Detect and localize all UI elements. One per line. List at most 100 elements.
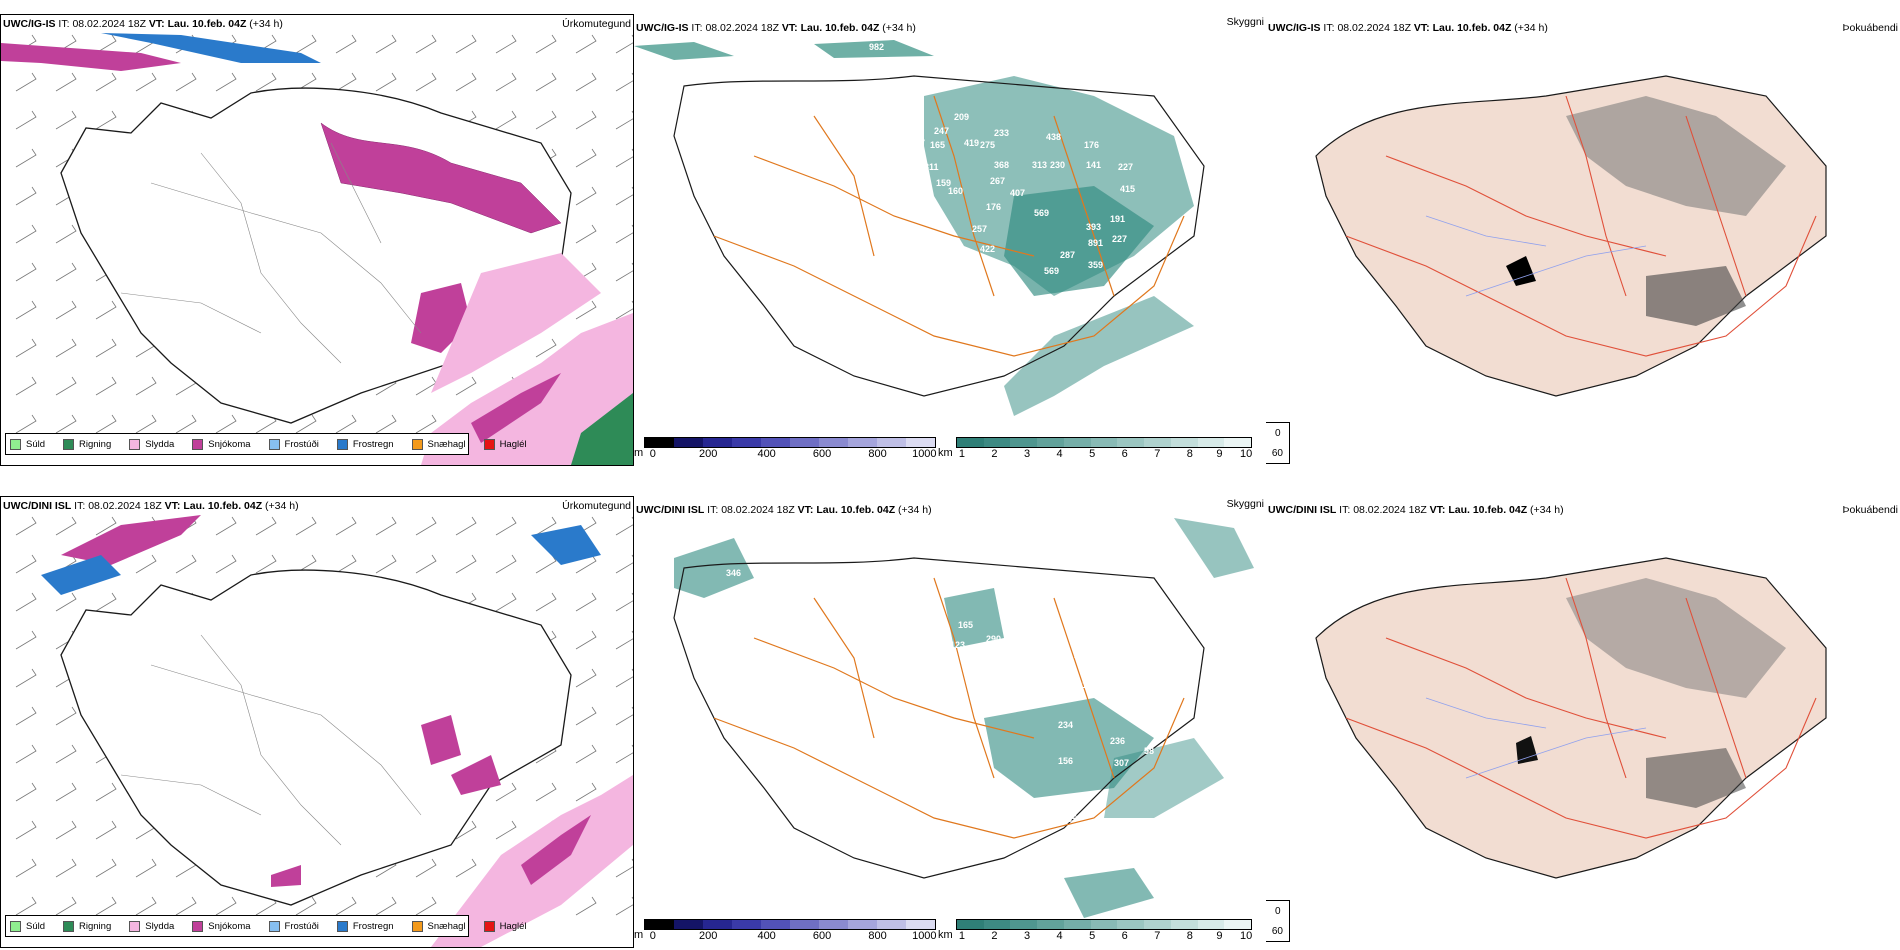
wind-barb [175,896,197,916]
wind-barb [55,338,77,358]
wind-barb [15,516,37,536]
wind-barb [335,34,357,54]
fog-index-panel-top: UWC/IG-IS IT: 08.02.2024 18Z VT: Lau. 10… [1266,14,1900,466]
legend-swatch [411,438,423,450]
wind-barb [135,554,157,574]
wind-barb [495,554,517,574]
wind-barb [615,554,633,574]
colorbar-km-ticks: 1 2 3 4 5 6 7 8 9 10 [958,930,1253,942]
wind-barb [615,224,633,244]
visibility-km-colorbar: 1 2 3 4 5 6 7 8 9 10 km [938,437,1252,462]
map-label: 58 [1144,746,1154,756]
wind-barb [335,896,357,916]
wind-barb [255,554,277,574]
map-label: 569 [1044,266,1059,276]
panel-header: UWC/IG-IS IT: 08.02.2024 18Z VT: Lau. 10… [3,18,631,30]
wind-barb [495,820,517,840]
wind-barb [575,72,597,92]
wind-barb [575,186,597,206]
wind-barb [15,630,37,650]
fog-index-panel-bottom: UWC/DINI ISL IT: 08.02.2024 18Z VT: Lau.… [1266,496,1900,948]
legend-item: Haglél [483,920,527,932]
colorbar-cell [761,438,790,447]
map-label: 236 [1110,736,1125,746]
legend-item: Slydda [129,920,174,932]
wind-barb [495,72,517,92]
wind-barb [535,516,557,536]
colorbar-cell [645,438,674,447]
wind-barb [375,72,397,92]
wind-barb [615,262,633,282]
wind-barb [55,224,77,244]
legend-item: Haglél [483,438,527,450]
colorbar-cell [1224,920,1252,929]
wind-barb [535,554,557,574]
colorbar-cell [761,920,790,929]
map-label: 120 [962,656,977,666]
legend-item: Rigning [63,920,111,932]
colorbar-cell [703,438,732,447]
fog-legend: 0 60 [1266,900,1290,942]
wind-barb [215,72,237,92]
wind-barb [55,516,77,536]
wind-barb [615,34,633,54]
wind-barb [255,516,277,536]
colorbar-cell [1144,920,1171,929]
wind-barb [335,554,357,574]
map-label: 438 [1046,132,1061,142]
colorbar-cell [674,920,703,929]
wind-barb [375,554,397,574]
colorbar-cell [1117,438,1145,447]
wind-barb [575,592,597,612]
wind-barb [295,34,317,54]
wind-barb [55,896,77,916]
wind-barb [615,110,633,130]
wind-barb [15,858,37,878]
panel-header: UWC/DINI ISL IT: 08.02.2024 18Z VT: Lau.… [3,500,631,512]
colorbar-cell [1037,920,1064,929]
wind-barb [455,516,477,536]
map-label: 393 [1086,222,1101,232]
legend-item: Súld [10,438,45,450]
visibility-map-bottom: 346 239 205 165 290 123 120 213 139 234 … [673,518,1254,918]
wind-barb [575,110,597,130]
colorbar-cell [1197,920,1225,929]
wind-barb [55,782,77,802]
wind-barb [615,630,633,650]
visibility-panel-bottom: UWC/DINI ISL IT: 08.02.2024 18Z VT: Lau.… [634,496,1266,948]
wind-barb [615,744,633,764]
wind-barb [215,554,237,574]
panel-header: UWC/DINI ISL IT: 08.02.2024 18Z VT: Lau.… [1268,504,1898,516]
panel-header: UWC/IG-IS IT: 08.02.2024 18Z VT: Lau. 10… [636,22,916,34]
map-label: 419 [964,138,979,148]
wind-barb [55,110,77,130]
colorbar-m [644,919,936,930]
wind-barb [15,554,37,574]
wind-barb [415,554,437,574]
wind-barb [55,820,77,840]
wind-barb [375,414,397,434]
wind-barb [15,110,37,130]
wind-barb [15,592,37,612]
wind-barb [55,376,77,396]
wind-barb [15,668,37,688]
wind-barb [415,858,437,878]
wind-barb [215,896,237,916]
wind-barb [95,414,117,434]
wind-barb [55,706,77,726]
colorbar-cell [819,920,848,929]
wind-barb [575,668,597,688]
map-label: 205 [770,540,785,550]
wind-barb [15,414,37,434]
wind-barb [615,706,633,726]
wind-barb [175,554,197,574]
wind-barb [135,858,157,878]
legend-item: Snæhagl [411,920,466,932]
unit-m: m [634,447,644,459]
map-label: 296 [998,318,1013,328]
map-label: 569 [1034,208,1049,218]
wind-barb [335,414,357,434]
wind-barb [15,300,37,320]
map-label: 234 [1058,720,1073,730]
wind-barb [95,516,117,536]
